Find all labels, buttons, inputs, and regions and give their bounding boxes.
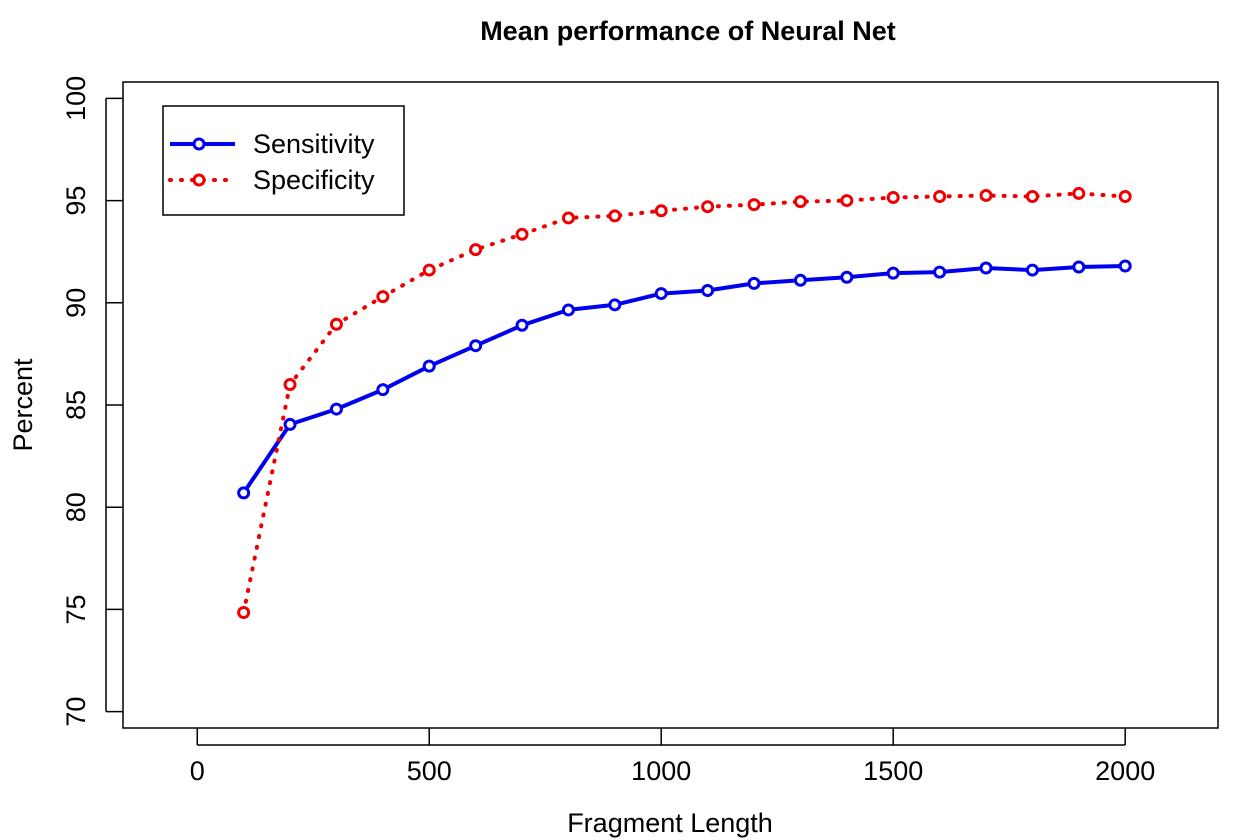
specificity-series-line — [241, 191, 1128, 615]
x-tick-label: 2000 — [1095, 756, 1155, 786]
specificity-point — [515, 227, 529, 241]
sensitivity-point — [283, 417, 297, 431]
sensitivity-point — [469, 339, 483, 353]
specificity-point — [283, 378, 297, 392]
specificity-point — [1118, 189, 1132, 203]
specificity-point — [237, 605, 251, 619]
y-tick-label: 100 — [61, 76, 91, 121]
sensitivity-point — [654, 287, 668, 301]
specificity-point — [422, 263, 436, 277]
sensitivity-point — [329, 402, 343, 416]
y-tick-label: 90 — [61, 288, 91, 318]
sensitivity-point — [979, 261, 993, 275]
specificity-point — [979, 188, 993, 202]
sensitivity-point — [515, 318, 529, 332]
specificity-point — [654, 204, 668, 218]
sensitivity-point — [376, 383, 390, 397]
y-tick-label: 85 — [61, 390, 91, 420]
sensitivity-point — [1118, 259, 1132, 273]
specificity-point — [701, 200, 715, 214]
y-tick-label: 75 — [61, 594, 91, 624]
legend-sensitivity-label: Sensitivity — [253, 129, 375, 159]
y-tick-label: 95 — [61, 186, 91, 216]
sensitivity-point — [701, 284, 715, 298]
specificity-point — [840, 194, 854, 208]
sensitivity-point — [840, 270, 854, 284]
specificity-point — [793, 195, 807, 209]
specificity-point — [469, 243, 483, 257]
sensitivity-series-line — [241, 264, 1126, 495]
specificity-point — [376, 290, 390, 304]
sensitivity-point — [1025, 263, 1039, 277]
sensitivity-point — [561, 303, 575, 317]
y-tick-label: 70 — [61, 697, 91, 727]
x-axis-label: Fragment Length — [567, 808, 773, 838]
legend-specificity-marker — [192, 173, 206, 187]
specificity-point — [1072, 186, 1086, 200]
series-layer — [237, 186, 1132, 619]
specificity-point — [1025, 189, 1039, 203]
y-axis: 70 75 80 85 90 95 100 — [61, 76, 123, 727]
x-tick-label: 0 — [190, 756, 205, 786]
x-tick-label: 1000 — [631, 756, 691, 786]
legend-sensitivity-marker — [192, 137, 206, 151]
legend-box — [162, 105, 405, 216]
y-axis-label: Percent — [8, 358, 38, 452]
legend: Sensitivity Specificity — [162, 105, 405, 216]
sensitivity-point — [933, 265, 947, 279]
x-tick-label: 500 — [407, 756, 452, 786]
sensitivity-point — [422, 359, 436, 373]
y-tick-label: 80 — [61, 492, 91, 522]
sensitivity-point — [886, 266, 900, 280]
specificity-point — [561, 211, 575, 225]
specificity-point — [747, 198, 761, 212]
specificity-point — [329, 317, 343, 331]
sensitivity-point — [237, 486, 251, 500]
legend-specificity-label: Specificity — [253, 165, 375, 195]
specificity-point — [886, 191, 900, 205]
x-tick-label: 1500 — [863, 756, 923, 786]
sensitivity-point — [793, 273, 807, 287]
chart-title: Mean performance of Neural Net — [480, 16, 896, 46]
specificity-point — [608, 209, 622, 223]
sensitivity-point — [747, 276, 761, 290]
specificity-point — [933, 189, 947, 203]
sensitivity-point — [608, 298, 622, 312]
sensitivity-point — [1072, 260, 1086, 274]
x-axis: 0 500 1000 1500 2000 — [190, 728, 1155, 786]
